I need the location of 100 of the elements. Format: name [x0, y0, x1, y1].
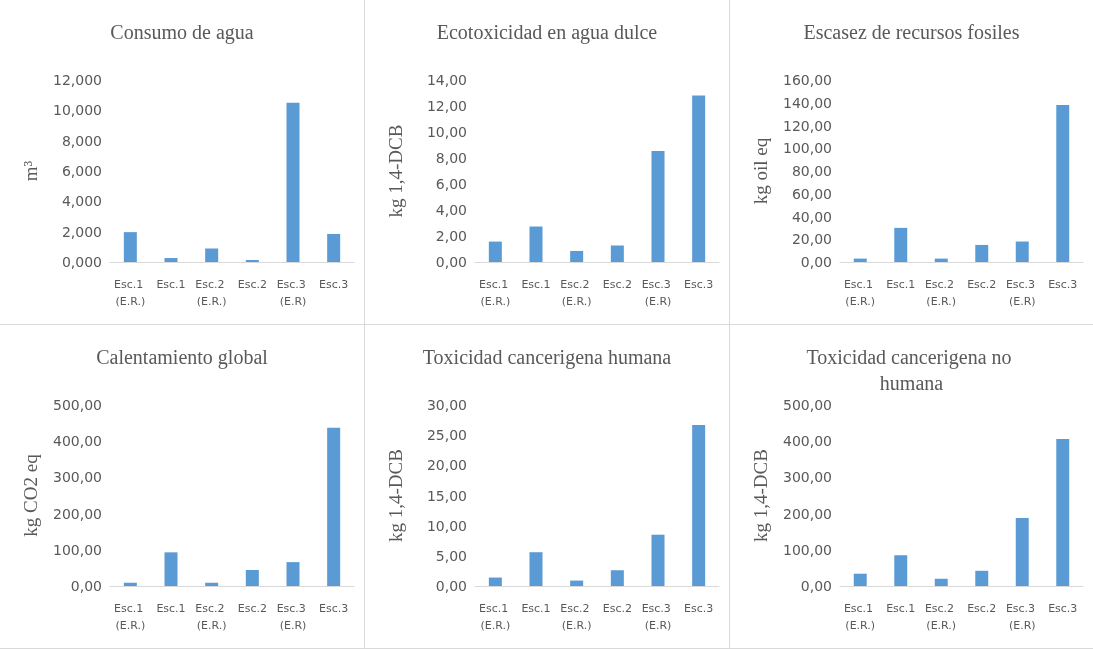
x-tick-label: Esc.2 [967, 602, 997, 615]
y-tick-label: 40,00 [791, 208, 832, 225]
y-tick-label: 12,00 [426, 98, 467, 114]
chart-title: Consumo de agua [110, 21, 254, 44]
bar [245, 259, 259, 262]
y-axis-title: kg oil eq [750, 137, 771, 205]
y-tick-label: 0,000 [61, 254, 102, 270]
y-axis-title: kg CO2 eq [20, 453, 41, 537]
bar [245, 570, 259, 586]
bar [488, 577, 502, 586]
y-tick-label: 4,000 [61, 193, 102, 210]
y-axis-title: kg 1,4-DCB [385, 449, 406, 542]
bar [529, 226, 543, 262]
bar [164, 258, 178, 262]
x-tick-label: Esc.3 (E.R) [641, 602, 675, 632]
y-tick-label: 0,00 [800, 578, 832, 594]
bar [975, 570, 989, 586]
y-axis-title: kg 1,4-DCB [750, 449, 771, 542]
bar [286, 102, 300, 262]
x-tick-label: Esc.3 (E.R) [1005, 278, 1039, 308]
y-tick-label: 10,00 [426, 124, 467, 140]
bar [1015, 241, 1029, 262]
x-tick-label: Esc.2 (E.R.) [924, 602, 958, 632]
y-tick-label: 100,00 [783, 140, 832, 157]
bar [1015, 517, 1029, 586]
x-tick-label: Esc.1 [521, 278, 551, 291]
x-tick-label: Esc.2 [602, 602, 632, 615]
bar [123, 232, 137, 262]
x-tick-label: Esc.1 (E.R.) [113, 278, 147, 308]
bar [853, 573, 867, 586]
y-tick-label: 80,00 [791, 163, 832, 179]
x-tick-label: Esc.3 (E.R) [276, 278, 310, 308]
bar [975, 244, 989, 262]
bar [1056, 439, 1070, 586]
y-tick-label: 400,00 [783, 433, 832, 450]
bar [327, 233, 341, 262]
y-tick-label: 30,00 [426, 397, 467, 413]
chart-title: Ecotoxicidad en agua dulce [436, 21, 658, 44]
x-tick-label: Esc.2 (E.R.) [560, 602, 594, 632]
chart-title: Calentamiento global [96, 346, 269, 369]
y-tick-label: 60,00 [791, 185, 832, 202]
bar [570, 580, 584, 586]
y-tick-label: 500,00 [53, 397, 102, 413]
y-tick-label: 5,00 [435, 547, 467, 564]
y-tick-label: 14,00 [426, 72, 467, 88]
y-tick-label: 8,00 [435, 150, 467, 166]
x-tick-label: Esc.2 (E.R.) [924, 278, 958, 308]
y-axis-title: kg 1,4-DCB [385, 124, 406, 218]
x-tick-label: Esc.2 [602, 278, 632, 291]
y-tick-label: 10,000 [53, 102, 102, 119]
y-tick-label: 120,00 [783, 117, 832, 134]
y-tick-label: 25,00 [426, 427, 467, 444]
x-tick-label: Esc.1 [886, 278, 916, 291]
bar [651, 534, 665, 586]
y-tick-label: 0,00 [800, 254, 832, 270]
chart-title: Toxicidad cancerigena humana [422, 346, 672, 369]
x-tick-label: Esc.1 (E.R.) [113, 602, 147, 632]
y-tick-label: 300,00 [783, 469, 832, 486]
y-tick-label: 6,000 [61, 163, 102, 179]
bar [205, 248, 219, 262]
bar [610, 245, 624, 262]
x-tick-label: Esc.1 (E.R.) [478, 278, 512, 308]
bar [164, 552, 178, 586]
y-tick-label: 140,00 [783, 94, 832, 111]
bar [692, 95, 706, 262]
bar [205, 582, 219, 586]
bar [286, 562, 300, 586]
y-tick-label: 0,00 [435, 254, 467, 270]
x-tick-label: Esc.3 [684, 602, 714, 615]
x-tick-label: Esc.3 [684, 278, 714, 291]
bar [610, 570, 624, 586]
x-tick-label: Esc.3 [1048, 278, 1078, 291]
bar [934, 578, 948, 586]
bar [1056, 105, 1070, 262]
x-tick-label: Esc.2 (E.R.) [195, 278, 229, 308]
bar [123, 582, 137, 586]
x-tick-label: Esc.1 (E.R.) [843, 602, 877, 632]
x-tick-label: Esc.3 (E.R) [641, 278, 675, 308]
y-tick-label: 15,00 [426, 487, 467, 504]
y-tick-label: 160,00 [783, 72, 832, 88]
x-tick-label: Esc.3 [319, 278, 349, 291]
y-axis-title: m³ [20, 160, 41, 182]
y-tick-label: 8,000 [61, 132, 102, 149]
chart-title: Toxicidad cancerigena no humana [806, 346, 1017, 394]
y-tick-label: 500,00 [783, 397, 832, 413]
y-tick-label: 200,00 [53, 505, 102, 522]
x-tick-label: Esc.3 (E.R) [1005, 602, 1039, 632]
x-tick-label: Esc.1 [156, 602, 186, 615]
x-tick-label: Esc.1 (E.R.) [478, 602, 512, 632]
x-tick-label: Esc.2 (E.R.) [195, 602, 229, 632]
y-tick-label: 100,00 [783, 541, 832, 558]
y-tick-label: 0,00 [70, 578, 102, 594]
bar [570, 250, 584, 262]
bar [651, 151, 665, 262]
x-tick-label: Esc.2 [237, 278, 267, 291]
y-tick-label: 200,00 [783, 505, 832, 522]
x-tick-label: Esc.1 [886, 602, 916, 615]
y-tick-label: 400,00 [53, 433, 102, 450]
bar [692, 424, 706, 586]
y-tick-label: 10,00 [426, 517, 467, 534]
